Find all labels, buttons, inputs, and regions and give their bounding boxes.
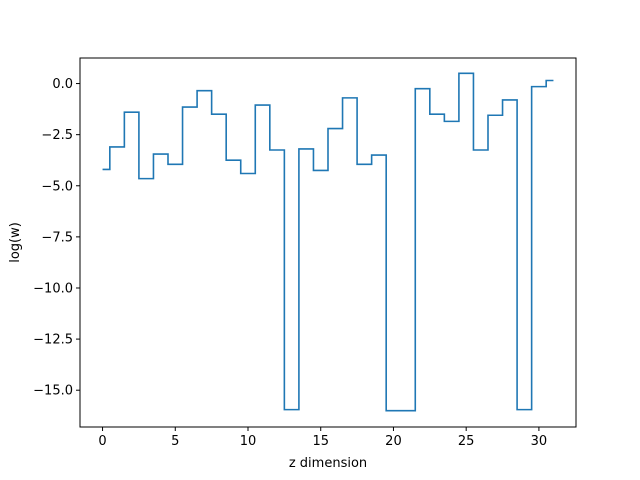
series-line (102, 72, 554, 412)
y-tick-label: −10.0 (33, 281, 73, 296)
y-tick-label: −15.0 (33, 384, 73, 399)
series-layer (102, 72, 554, 412)
x-tick-label: 20 (385, 434, 402, 449)
x-tick-label: 30 (531, 434, 548, 449)
y-axis-label: log(w) (8, 222, 23, 263)
x-tick-label: 15 (312, 434, 329, 449)
x-tick-label: 5 (171, 434, 179, 449)
axes-frame (79, 57, 577, 428)
y-axis-ticks: 0.0 −2.5 −5.0 −7.5 −10.0 −12.5 −15.0 (33, 77, 80, 399)
plot-area (79, 57, 577, 428)
y-tick-label: −12.5 (33, 333, 73, 348)
y-tick-label: −7.5 (41, 230, 73, 245)
x-axis-label: z dimension (289, 456, 367, 471)
x-tick-label: 10 (240, 434, 257, 449)
y-tick-label: −5.0 (41, 179, 73, 194)
y-tick-label: −2.5 (41, 128, 73, 143)
x-tick-label: 25 (458, 434, 475, 449)
y-tick-label: 0.0 (52, 77, 73, 92)
x-axis-ticks: 0 5 10 15 20 25 30 (98, 427, 547, 449)
x-tick-label: 0 (98, 434, 106, 449)
